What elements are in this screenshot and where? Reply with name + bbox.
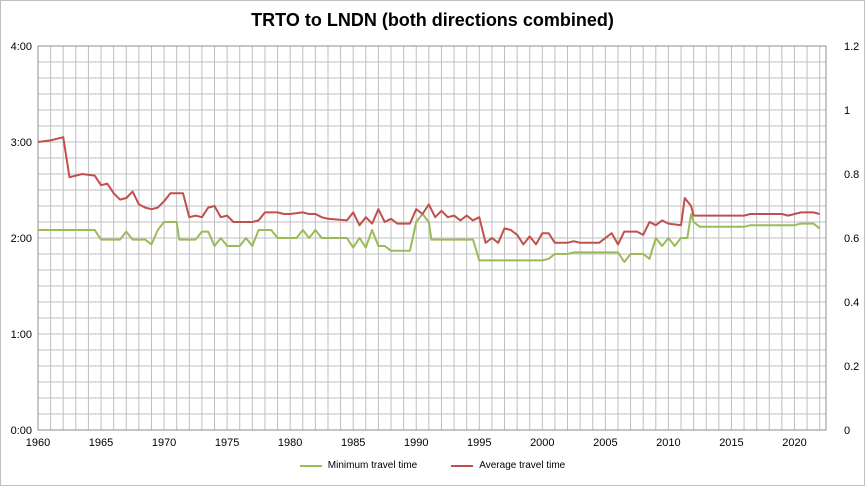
plot-border [37,45,827,431]
y-left-tick-label: 0:00 [11,425,32,437]
y-right-tick-label: 0.2 [844,361,859,373]
legend-swatch-avg [451,464,474,467]
legend-item-min: Minimum travel time [299,460,418,471]
x-tick-label: 2020 [782,437,806,449]
y-left-tick-label: 2:00 [11,233,32,245]
x-tick-label: 1960 [26,437,50,449]
x-tick-label: 1985 [341,437,365,449]
y-right-tick-label: 1 [844,105,850,117]
x-tick-label: 2000 [530,437,554,449]
y-left-tick-label: 3:00 [11,137,32,149]
y-right-tick-label: 0.4 [844,297,859,309]
series-line-avg [37,136,820,246]
x-tick-label: 1995 [467,437,491,449]
legend-label-avg: Average travel time [479,460,566,471]
series-line-min [38,213,821,263]
x-tick-label: 2005 [593,437,617,449]
x-tick-label: 1990 [404,437,428,449]
y-left-tick-label: 1:00 [11,329,32,341]
y-right-tick-label: 0 [844,425,850,437]
series-lines [37,136,821,263]
legend-item-avg: Average travel time [451,460,565,471]
legend-swatch-min [299,464,322,467]
x-tick-label: 1965 [89,437,113,449]
axes [37,45,827,431]
y-left-tick-label: 4:00 [11,41,32,53]
legend-label-min: Minimum travel time [327,460,418,471]
legend: Minimum travel time Average travel time [0,460,865,471]
gridlines [37,45,826,431]
y-right-tick-label: 0.6 [844,233,859,245]
chart-title: TRTO to LNDN (both directions combined) [251,10,614,30]
y-right-tick-label: 0.8 [844,169,859,181]
x-tick-label: 1975 [215,437,239,449]
x-tick-label: 2015 [719,437,743,449]
x-tick-label: 1970 [152,437,176,449]
tick-labels: 1960 1965 1970 1975 1980 1985 1990 1995 2000 2005… [11,41,860,449]
y-right-tick-label: 1.2 [844,41,859,53]
x-tick-label: 1980 [278,437,302,449]
x-tick-label: 2010 [656,437,680,449]
